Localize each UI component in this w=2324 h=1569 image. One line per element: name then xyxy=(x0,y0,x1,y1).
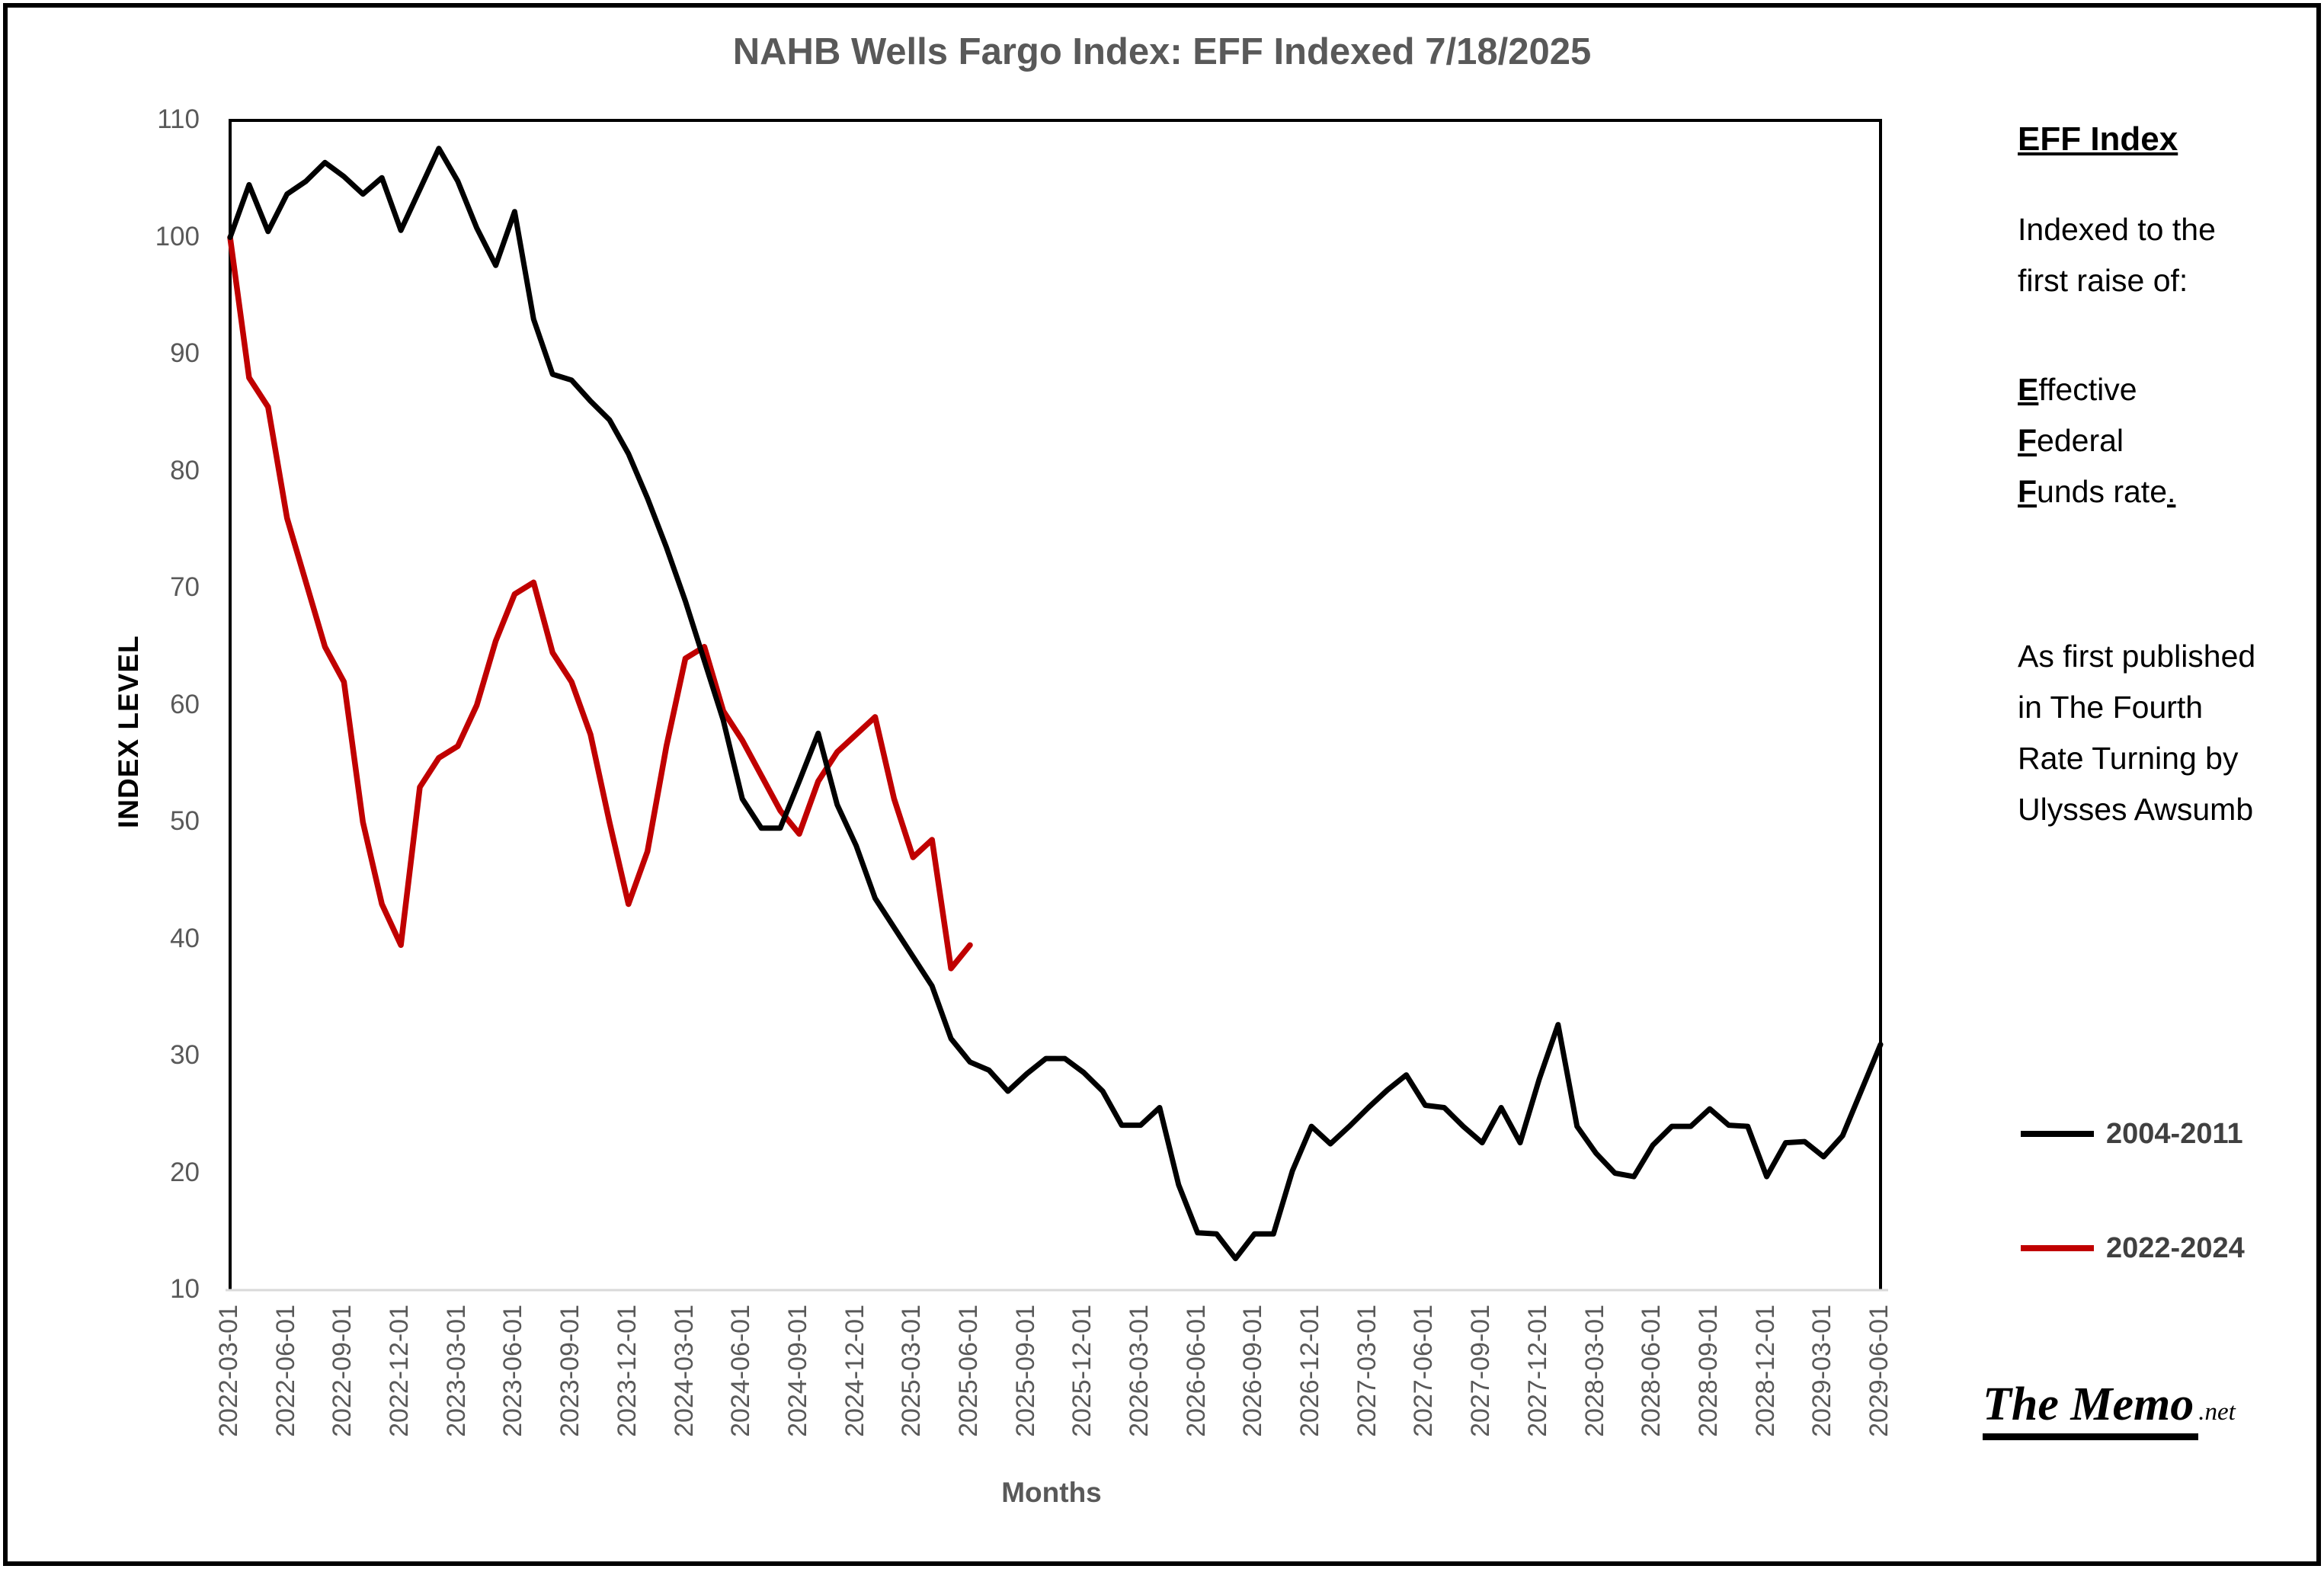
legend-swatch-red xyxy=(2021,1245,2094,1251)
y-axis-title: INDEX LEVEL xyxy=(113,635,144,828)
x-tick-label: 2022-12-01 xyxy=(385,1305,415,1437)
y-tick-label: 10 xyxy=(170,1274,200,1304)
y-tick-label: 30 xyxy=(170,1040,200,1070)
side-panel-heading: EFF Index xyxy=(2018,120,2178,158)
watermark-suffix: .net xyxy=(2198,1398,2236,1426)
x-tick-label: 2023-09-01 xyxy=(555,1305,585,1437)
y-tick-label: 90 xyxy=(170,338,200,368)
x-tick-label: 2028-03-01 xyxy=(1580,1305,1609,1437)
x-tick-label: 2027-09-01 xyxy=(1466,1305,1496,1437)
x-tick-label: 2024-12-01 xyxy=(840,1305,869,1437)
x-tick-label: 2026-12-01 xyxy=(1295,1305,1325,1437)
x-tick-label: 2026-09-01 xyxy=(1238,1305,1268,1437)
legend-swatch-black xyxy=(2021,1131,2094,1137)
eff-f2-lead: F xyxy=(2018,474,2038,509)
series-line-2022-2024 xyxy=(227,234,973,972)
legend-item-2004-2011: 2004-2011 xyxy=(2021,1117,2243,1151)
y-tick-label: 80 xyxy=(170,455,200,485)
y-tick-label: 110 xyxy=(157,104,200,134)
eff-e-lead: E xyxy=(2018,372,2039,407)
y-tick-label: 100 xyxy=(155,221,200,251)
eff-f-lead: F xyxy=(2018,423,2038,458)
x-tick-label: 2024-06-01 xyxy=(726,1305,756,1437)
side-panel-paragraph-source: As first published in The Fourth Rate Tu… xyxy=(2018,639,2256,827)
side-panel-eff-definition: Effective Federal Funds rate. xyxy=(2018,364,2262,517)
x-tick-label: 2029-03-01 xyxy=(1807,1305,1837,1437)
y-tick-label: 50 xyxy=(170,806,200,836)
x-tick-label: 2027-06-01 xyxy=(1409,1305,1439,1437)
x-tick-label: 2022-03-01 xyxy=(214,1305,243,1437)
x-tick-label: 2023-06-01 xyxy=(498,1305,528,1437)
x-axis-title: Months xyxy=(1001,1477,1102,1508)
side-panel-paragraph-indexed: Indexed to the first raise of: xyxy=(2018,212,2216,298)
x-tick-label: 2025-06-01 xyxy=(953,1305,983,1437)
legend-label: 2004-2011 xyxy=(2106,1117,2243,1150)
chart-title: NAHB Wells Fargo Index: EFF Indexed 7/18… xyxy=(732,31,1592,72)
x-tick-label: 2023-03-01 xyxy=(441,1305,471,1437)
eff-f2-rest: unds rate xyxy=(2037,474,2167,509)
watermark-logo: The Memo .net xyxy=(1983,1378,2287,1440)
eff-period: . xyxy=(2167,474,2176,509)
x-tick-label: 2025-09-01 xyxy=(1010,1305,1040,1437)
x-tick-label: 2024-03-01 xyxy=(669,1305,699,1437)
y-tick-label: 20 xyxy=(170,1157,200,1187)
x-tick-label: 2027-12-01 xyxy=(1522,1305,1552,1437)
x-tick-label: 2026-06-01 xyxy=(1181,1305,1211,1437)
x-tick-label: 2027-03-01 xyxy=(1352,1305,1381,1437)
x-tick-label: 2029-06-01 xyxy=(1865,1305,1893,1437)
x-tick-label: 2028-09-01 xyxy=(1693,1305,1723,1437)
y-tick-label: 70 xyxy=(170,572,200,602)
y-tick-label: 60 xyxy=(170,689,200,719)
series-line-2004-2011 xyxy=(227,146,1884,1262)
x-tick-label: 2025-12-01 xyxy=(1068,1305,1097,1437)
x-tick-label: 2022-06-01 xyxy=(270,1305,300,1437)
x-tick-label: 2024-09-01 xyxy=(783,1305,812,1437)
legend-label: 2022-2024 xyxy=(2106,1231,2245,1264)
eff-f-rest: ederal xyxy=(2037,423,2124,458)
x-tick-label: 2028-06-01 xyxy=(1637,1305,1666,1437)
x-tick-label: 2026-03-01 xyxy=(1125,1305,1154,1437)
watermark-name: The Memo xyxy=(1983,1378,2199,1440)
y-tick-label: 40 xyxy=(170,923,200,953)
legend-item-2022-2024: 2022-2024 xyxy=(2021,1231,2245,1265)
x-tick-label: 2023-12-01 xyxy=(612,1305,642,1437)
x-tick-label: 2022-09-01 xyxy=(328,1305,357,1437)
x-tick-label: 2028-12-01 xyxy=(1750,1305,1780,1437)
x-tick-label: 2025-03-01 xyxy=(897,1305,927,1437)
eff-e-rest: ffective xyxy=(2038,372,2137,407)
